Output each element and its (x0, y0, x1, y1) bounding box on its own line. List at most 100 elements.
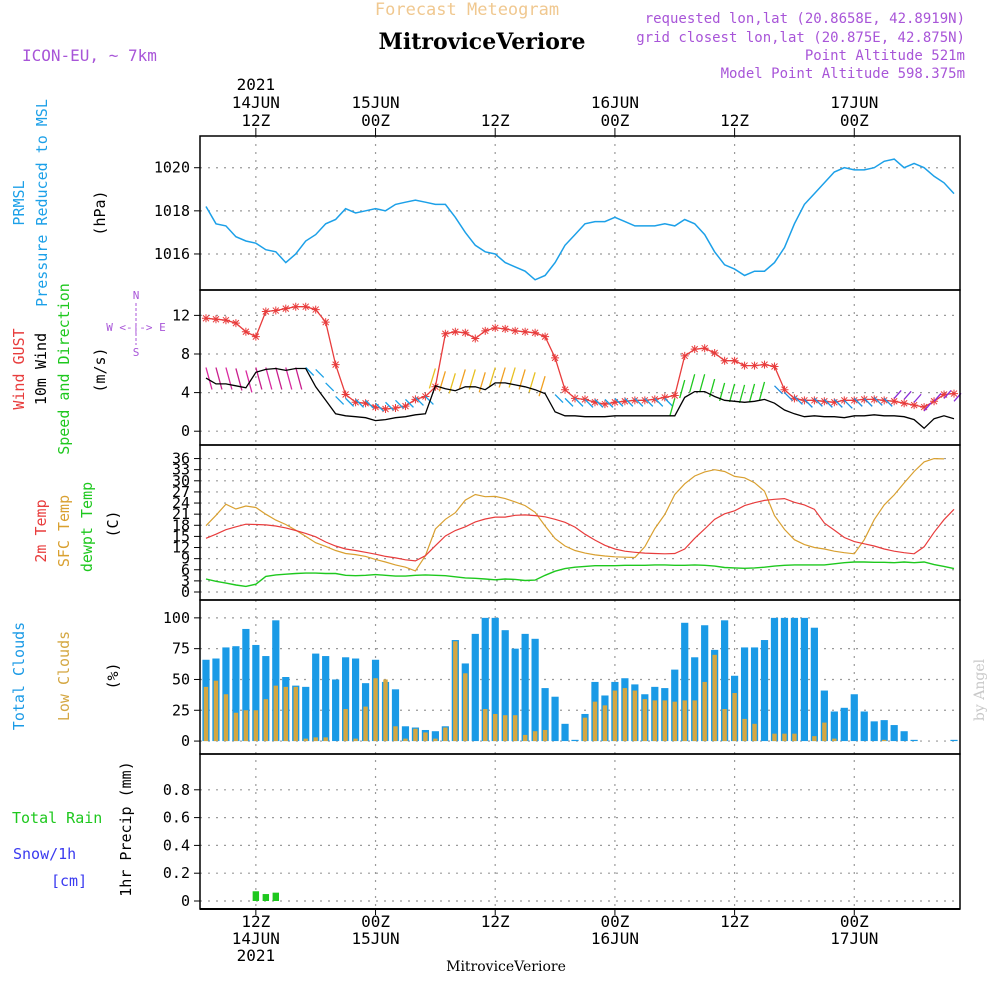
y-tick-label: 12 (172, 306, 190, 324)
sfc-temp-label: SFC Temp (55, 495, 73, 567)
total-clouds-bar (561, 723, 569, 742)
gust-marker (860, 395, 869, 404)
gust-marker (441, 329, 450, 338)
low-clouds-bar (273, 685, 279, 742)
low-clouds-bar (772, 733, 777, 742)
wind-direction-arrow (285, 367, 293, 390)
wind10m-line (205, 367, 955, 430)
wind-direction-arrow (414, 396, 424, 406)
wind-direction-arrow (498, 367, 506, 388)
compass-south: S (133, 346, 140, 359)
wind-direction-arrow (943, 389, 952, 399)
gust-marker (541, 332, 550, 341)
wind-direction-arrow (784, 392, 793, 402)
y-tick-label: 1018 (154, 202, 190, 220)
total-clouds-bar (740, 647, 749, 742)
gust-marker (491, 323, 500, 332)
low-clouds-bar (323, 737, 328, 742)
total-clouds-bar (322, 656, 330, 742)
total-clouds-bar (691, 657, 699, 742)
gust-marker (840, 396, 849, 405)
low-clouds-bar (413, 728, 418, 742)
low-clouds-bar (702, 681, 707, 742)
gust-marker (411, 395, 420, 404)
gust-marker (590, 398, 599, 407)
low-clouds-bar (832, 738, 837, 742)
bottom-time-label: 12Z (720, 912, 749, 931)
point-altitude: Point Altitude 521m (805, 48, 965, 64)
gust-marker (521, 327, 530, 336)
total-clouds-bar (890, 725, 898, 742)
gust-marker (471, 334, 480, 343)
low-clouds-bar (223, 694, 229, 742)
wind-direction-arrow (355, 398, 365, 408)
gust-marker (620, 397, 629, 406)
y-tick-label: 30 (172, 472, 190, 490)
gust-marker (221, 316, 230, 325)
wind-direction-arrow (315, 368, 325, 378)
wind-direction-arrow (689, 374, 696, 393)
wind-direction-arrow (385, 401, 394, 411)
total-clouds-bar (870, 721, 878, 742)
y-tick-label: 33 (172, 461, 190, 479)
low-clouds-bar (542, 729, 548, 742)
total-clouds-bar (880, 720, 888, 742)
low-clouds-bar (672, 701, 677, 742)
wind-direction-arrow (424, 395, 434, 405)
gust-marker (820, 397, 829, 406)
t2m-line (205, 497, 955, 562)
rain-bar (272, 892, 280, 901)
wind-direction-arrow (823, 398, 833, 408)
precip-unit: 1hr Precip (mm) (117, 761, 135, 896)
wind-direction-arrow (774, 385, 783, 395)
wind-direction-arrow (325, 382, 335, 392)
total-clouds-bar (501, 630, 509, 742)
total-clouds-bar (900, 731, 908, 742)
low-clouds-bar (812, 736, 817, 742)
gust-marker (421, 392, 430, 401)
gust-marker (730, 356, 739, 365)
gust-marker (391, 404, 400, 413)
top-time-label: 12Z (241, 111, 270, 130)
total-clouds-bar (571, 739, 579, 742)
gust-marker (700, 344, 709, 353)
gust-marker (371, 403, 380, 412)
footer-title: MitroviceVeriore (446, 959, 566, 975)
y-tick-label: 1020 (154, 159, 190, 177)
low-clouds-bar (313, 737, 318, 742)
bottom-time-label: 12Z (481, 912, 510, 931)
bottom-time-label: 17JUN (830, 929, 878, 948)
low-clouds-bar (343, 709, 348, 742)
low-clouds-bar (722, 709, 727, 742)
gust-marker (401, 402, 410, 411)
gust-marker (551, 353, 560, 362)
dewpt-label: dewpt Temp (78, 482, 96, 572)
wind-direction-arrow (843, 399, 853, 409)
low-clouds-bar (433, 738, 438, 742)
gust-marker (201, 314, 210, 323)
low-clouds-bar (512, 715, 518, 742)
wind-direction-arrow (883, 397, 893, 407)
sfc-temp-line (205, 457, 945, 572)
total-clouds-bar (840, 707, 848, 742)
gust-marker (850, 396, 859, 405)
y-tick-label: 8 (181, 345, 190, 363)
gust-marker (770, 362, 779, 371)
total-clouds-bar (332, 679, 340, 742)
wind-direction-arrow (404, 398, 414, 408)
total-clouds-bar (481, 617, 489, 742)
total-clouds-bar (232, 646, 240, 742)
low-clouds-bar (383, 679, 388, 742)
low-clouds-bar (393, 726, 398, 742)
total-clouds-bar (401, 726, 410, 742)
wind-direction-arrow (438, 371, 446, 392)
pressure-label-long: Pressure Reduced to MSL (33, 99, 51, 307)
bottom-time-label: 00Z (361, 912, 390, 931)
wind-direction-arrow (738, 384, 746, 404)
total-clouds-bar (830, 711, 838, 742)
wind-direction-arrow (528, 372, 536, 393)
total-rain-label: Total Rain (12, 809, 102, 827)
wind-direction-arrow (614, 397, 624, 407)
wind-10m-label: 10m Wind (32, 333, 50, 405)
gust-marker (800, 396, 809, 405)
